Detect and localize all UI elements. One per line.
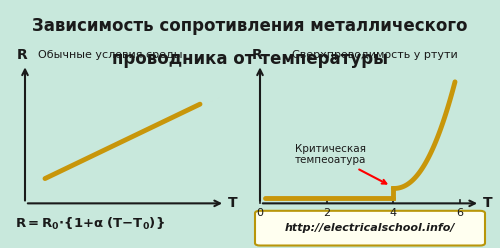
Text: 2: 2 — [323, 208, 330, 218]
Text: проводника от температуры: проводника от температуры — [112, 50, 388, 68]
Text: T: T — [482, 196, 492, 210]
Text: Сверхпроводимость у ртути: Сверхпроводимость у ртути — [292, 50, 458, 60]
Text: 6: 6 — [456, 208, 464, 218]
Text: Критическая
темпеоатура: Критическая темпеоатура — [295, 144, 386, 184]
Text: Зависимость сопротивления металлического: Зависимость сопротивления металлического — [32, 17, 468, 35]
Text: 0: 0 — [256, 208, 264, 218]
Text: 4: 4 — [390, 208, 397, 218]
Text: R: R — [252, 48, 263, 62]
Text: http://electricalschool.info/: http://electricalschool.info/ — [285, 223, 455, 233]
Text: T: T — [228, 196, 237, 210]
Text: $\mathbf{R = R_0{\cdot}\{1{+}\alpha\ (T{-}T_0)\}}$: $\mathbf{R = R_0{\cdot}\{1{+}\alpha\ (T{… — [15, 216, 165, 232]
Text: Обычные условия среды: Обычные условия среды — [38, 50, 182, 60]
FancyBboxPatch shape — [255, 211, 485, 246]
Text: R: R — [17, 48, 28, 62]
